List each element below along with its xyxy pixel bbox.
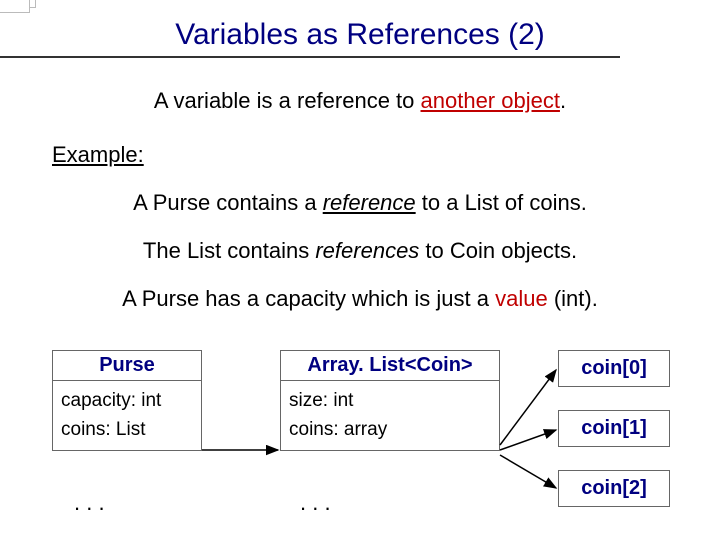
purse-header: Purse [53,351,201,381]
subtitle-highlight: another object [421,88,560,113]
body-text: to Coin objects. [419,238,577,263]
corner-decoration [0,0,30,13]
coin-box: coin[1] [558,410,670,447]
purse-fields: capacity: intcoins: List [53,381,201,450]
subtitle: A variable is a reference to another obj… [0,88,720,114]
arraylist-header: Array. List<Coin> [281,351,499,381]
field-row: coins: array [289,415,491,444]
body-lines: A Purse contains a reference to a List o… [0,190,720,312]
subtitle-suffix: . [560,88,566,113]
diagram: Purse capacity: intcoins: List Array. Li… [0,350,720,530]
ellipsis: . . . [300,490,331,516]
body-text: (int). [548,286,598,311]
body-text: references [315,238,419,263]
example-label: Example: [52,142,720,168]
coin-box: coin[2] [558,470,670,507]
title-underline [0,56,620,58]
slide-title: Variables as References (2) [0,18,720,58]
body-text: value [495,286,548,311]
body-line: The List contains references to Coin obj… [0,238,720,264]
title-area: Variables as References (2) [0,0,720,58]
body-text: to a List of coins. [416,190,587,215]
field-row: capacity: int [61,386,193,415]
body-text: A Purse has a capacity which is just a [122,286,495,311]
body-line: A Purse has a capacity which is just a v… [0,286,720,312]
subtitle-prefix: A variable is a reference to [154,88,421,113]
arrow [500,430,556,450]
field-row: size: int [289,386,491,415]
coin-box: coin[0] [558,350,670,387]
arraylist-box: Array. List<Coin> size: intcoins: array [280,350,500,451]
arrow [500,455,556,488]
body-text: reference [323,190,416,215]
field-row: coins: List [61,415,193,444]
arraylist-fields: size: intcoins: array [281,381,499,450]
arrow [500,370,556,445]
body-text: A Purse contains a [133,190,323,215]
purse-box: Purse capacity: intcoins: List [52,350,202,451]
ellipsis: . . . [74,490,105,516]
body-line: A Purse contains a reference to a List o… [0,190,720,216]
body-text: The List contains [143,238,315,263]
